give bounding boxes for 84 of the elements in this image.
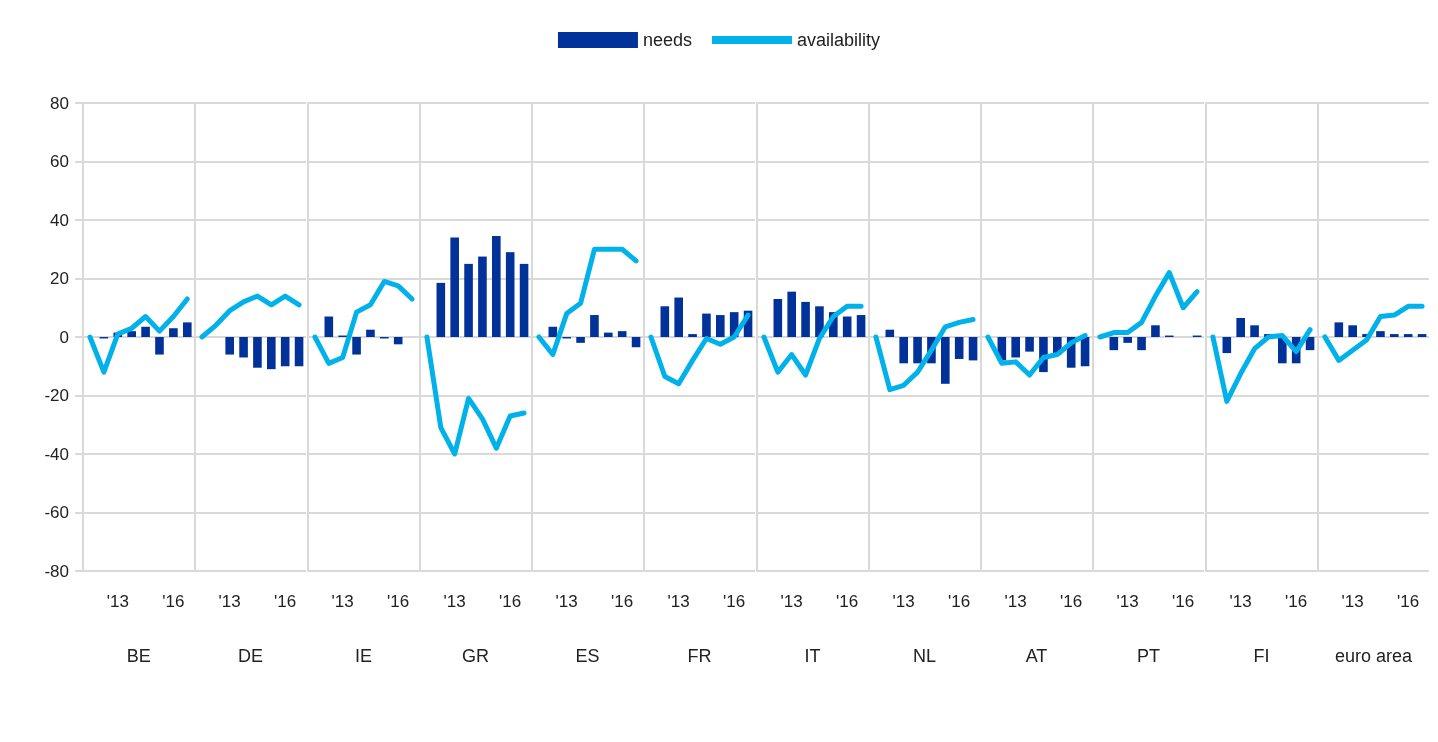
x-axis-title: GR [461,646,489,666]
bar [702,313,711,337]
bar [450,237,459,337]
x-axis-title: IT [804,646,820,666]
x-axis-title: IE [354,646,372,666]
bar [505,252,515,337]
x-tick-label: '16 [1172,592,1195,611]
bar [674,297,684,337]
y-tick-label: 80 [50,93,69,113]
y-tick-label: -40 [44,444,69,464]
bar [631,337,641,348]
bar [660,306,670,337]
x-tick-label: '16 [835,592,858,611]
legend-label: availability [797,30,881,50]
y-tick-label: 60 [50,152,69,171]
x-tick-label: '13 [892,592,915,611]
legend-label: needs [642,30,693,50]
x-tick-label: '16 [274,592,297,611]
bar [1249,325,1259,337]
y-tick-label: 20 [50,269,69,288]
bar [365,329,375,337]
x-axis-title: AT [1025,646,1048,666]
x-tick-label: '13 [780,592,803,611]
bar [436,282,445,337]
bar [464,263,473,337]
bar [324,316,333,337]
bar [856,315,865,337]
bar [590,315,599,337]
bar [1417,334,1427,337]
x-tick-label: '13 [106,592,129,611]
x-tick-label: '13 [1116,592,1140,611]
x-axis-title: BE [126,646,151,666]
bar [519,263,529,337]
bar [1403,334,1413,337]
x-axis-title: NL [912,646,936,666]
bar [548,326,558,337]
x-tick-label: '13 [667,592,691,611]
bar [1277,337,1287,364]
x-tick-label: '16 [723,592,746,611]
x-tick-label: '16 [1060,592,1083,611]
x-axis-title: ES [575,646,600,666]
bar [576,337,585,343]
x-tick-label: '13 [218,592,242,611]
y-tick-label: 40 [50,210,69,230]
bar [351,337,361,355]
bar [1334,322,1343,337]
bar [688,334,698,337]
bar [800,301,810,337]
x-tick-label: '16 [1284,592,1307,611]
bar [773,298,782,337]
bar [1375,331,1385,337]
x-tick-label: '13 [331,592,354,611]
y-tick-label: 0 [59,327,69,347]
x-tick-label: '13 [1341,592,1364,611]
x-tick-label: '13 [1004,592,1027,611]
x-tick-label: '16 [498,592,522,611]
y-tick-label: -80 [44,561,69,581]
x-tick-label: '13 [1229,592,1252,611]
x-axis-title: PT [1137,646,1161,666]
x-axis-title: FI [1253,646,1269,666]
x-tick-label: '13 [555,592,578,611]
x-axis-title: DE [238,646,264,666]
x-tick-label: '16 [162,592,185,611]
x-axis-title: FR [687,646,712,666]
bar [477,256,487,337]
bar [814,306,824,337]
bar [1222,337,1231,354]
x-tick-label: '16 [386,592,409,611]
bar [1348,325,1357,337]
y-tick-label: -20 [44,386,69,405]
bar [1235,317,1245,337]
bar [491,236,501,337]
bar [1389,334,1399,337]
x-axis-title: euro area [1334,646,1413,666]
bar [786,291,796,337]
bar [716,315,725,337]
bar [617,331,627,337]
x-tick-label: '16 [1396,592,1420,611]
bar [604,332,613,337]
y-tick-label: -60 [44,503,69,522]
x-tick-label: '16 [611,592,634,611]
x-tick-label: '16 [947,592,971,611]
bar [842,316,851,337]
x-tick-label: '13 [443,592,466,611]
